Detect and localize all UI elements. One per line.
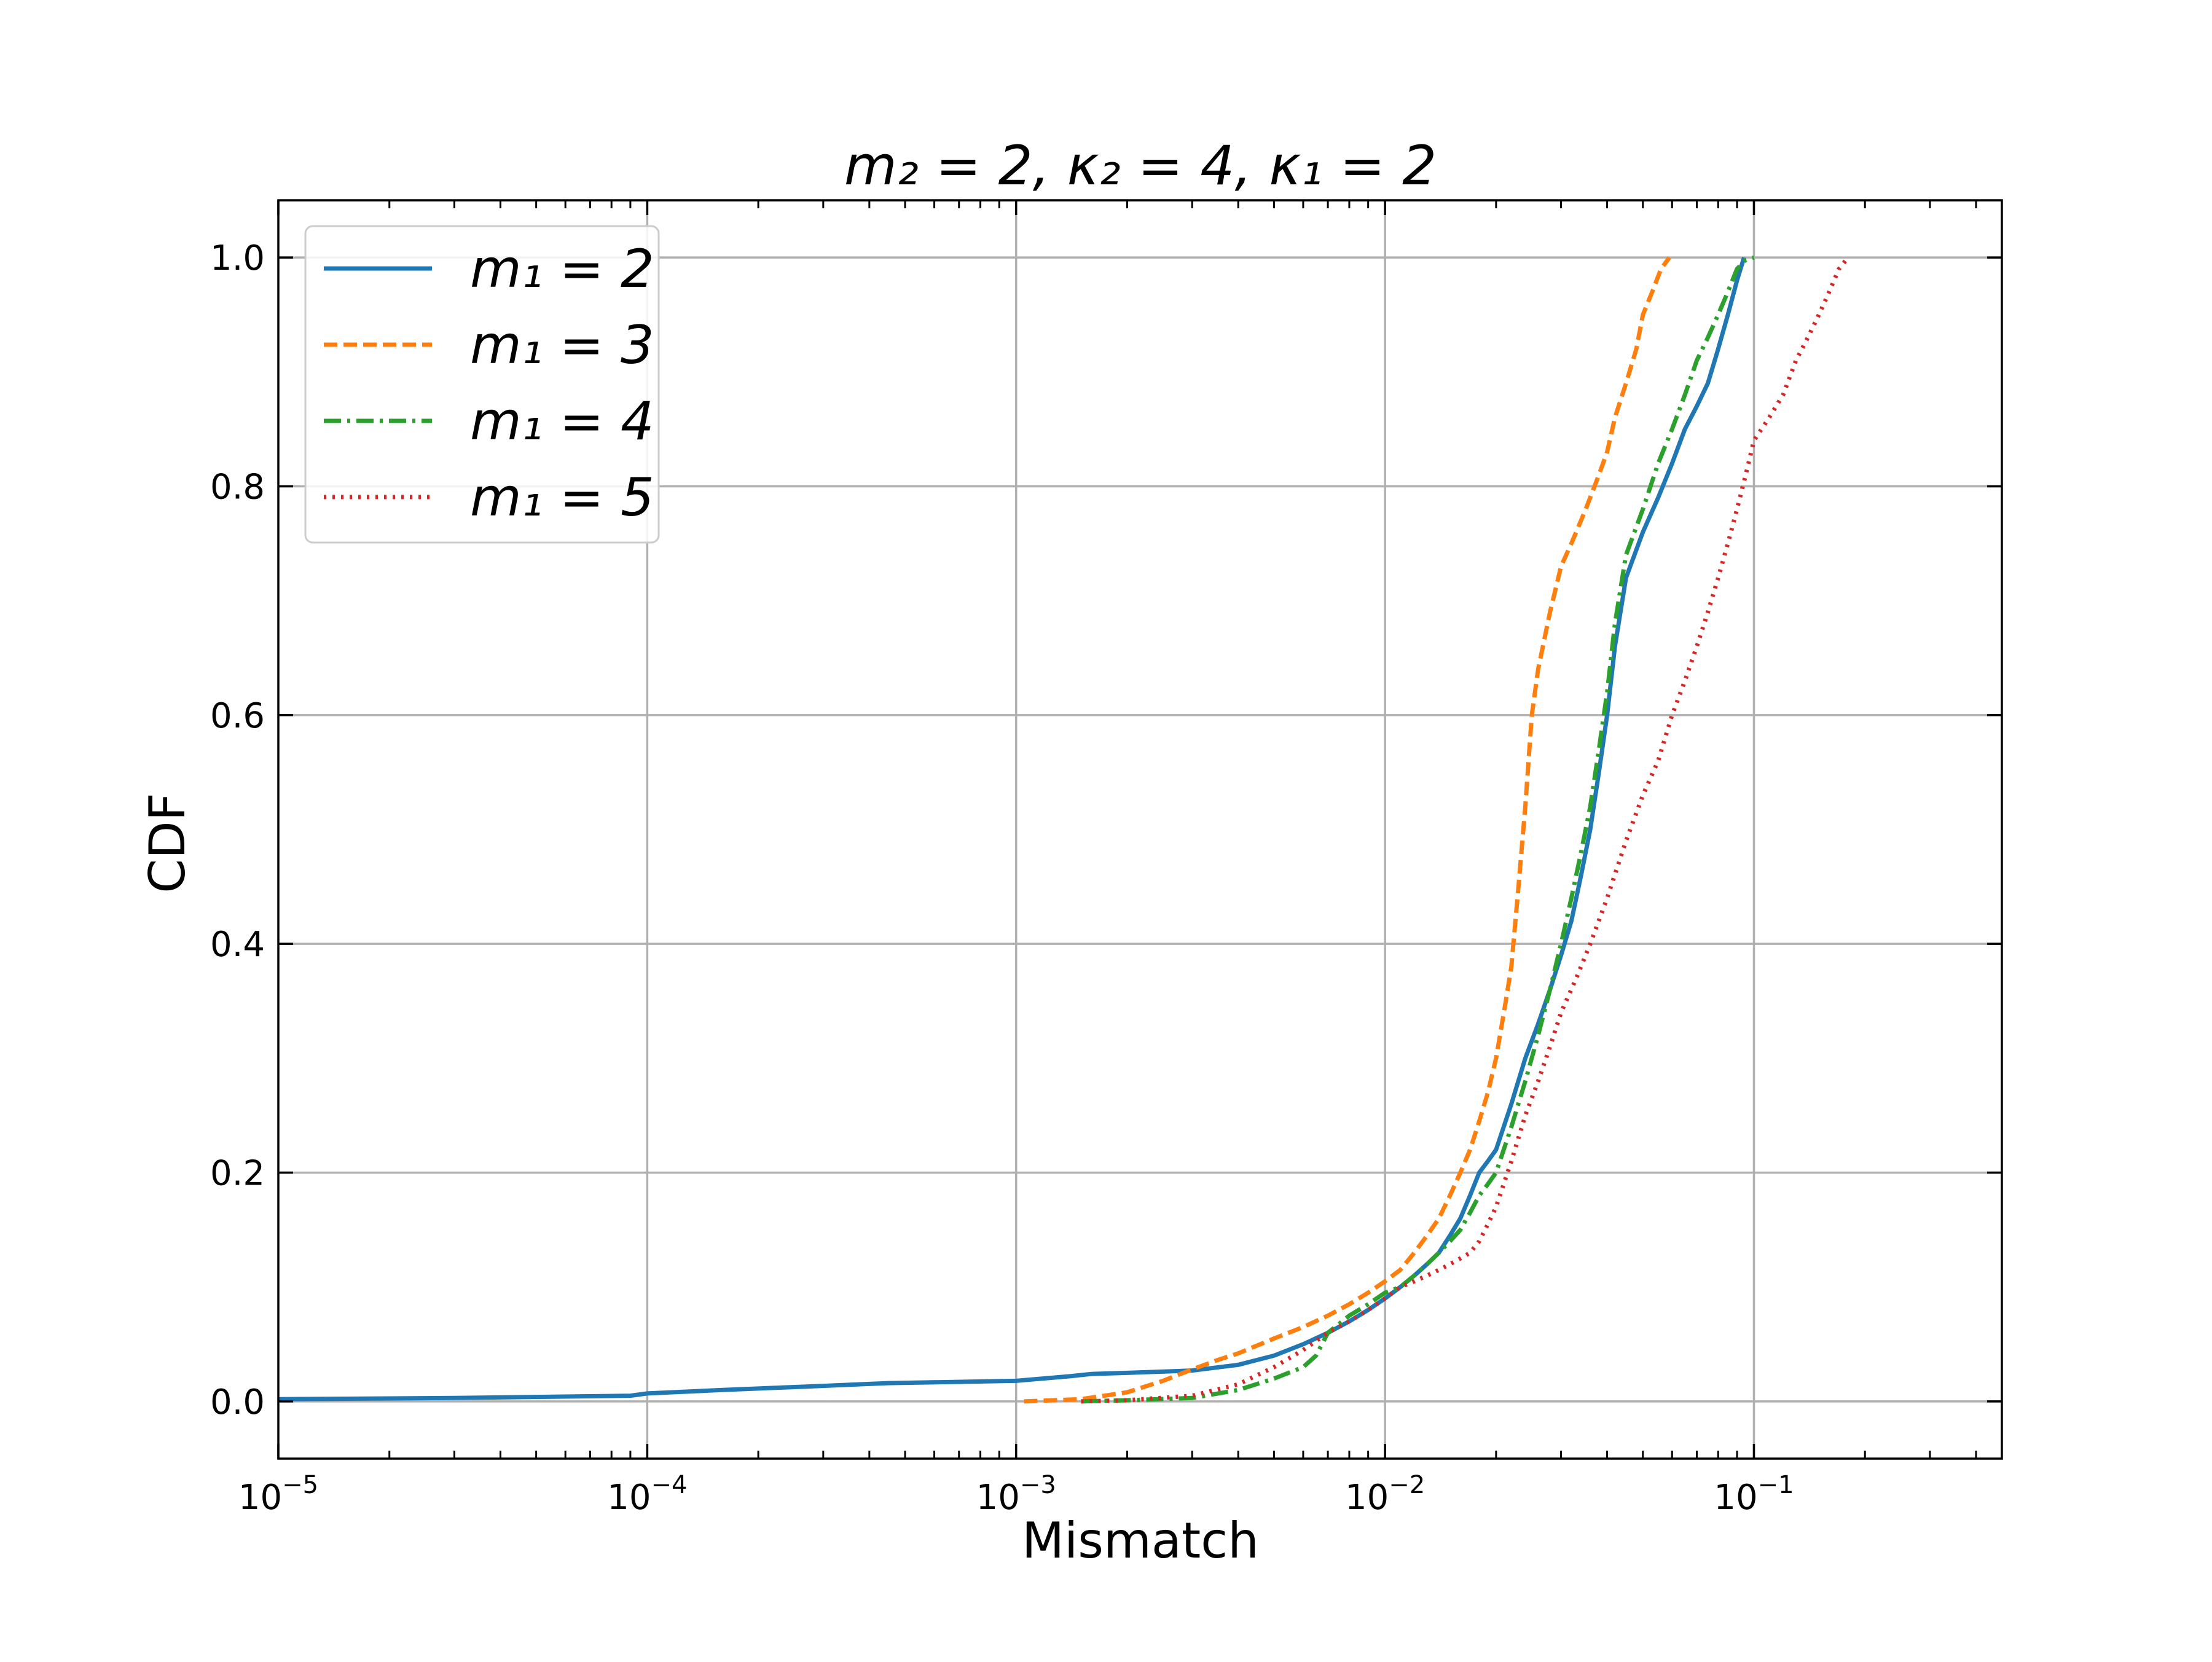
- legend-label-3: m₁ = 4: [470, 391, 654, 452]
- y-tick-label: 0.4: [210, 925, 265, 965]
- y-tick-label: 0.8: [210, 467, 265, 507]
- x-tick-label: 10−1: [1714, 1471, 1794, 1518]
- series-line-2: [1024, 256, 1671, 1404]
- chart-title: m₂ = 2, κ₂ = 4, κ₁ = 2: [844, 134, 1437, 197]
- x-tick-label: 10−5: [238, 1471, 318, 1518]
- y-tick-label: 1.0: [210, 238, 265, 278]
- x-axis-title: Mismatch: [1022, 1512, 1259, 1569]
- axes: [277, 199, 2003, 1460]
- legend-box: [304, 225, 660, 544]
- legend-label-1: m₁ = 2: [470, 238, 654, 300]
- legend: m₁ = 2 m₁ = 3 m₁ = 4 m₁ = 5: [304, 225, 660, 544]
- y-axis-title: CDF: [139, 793, 196, 893]
- tick-labels: 10−5 10−4 10−3 10−2 10−1 0.0 0.2 0.4 0.6 0.8 1.0: [210, 238, 1794, 1518]
- y-tick-label: 0.6: [210, 696, 265, 736]
- series-line-1: [278, 257, 1746, 1401]
- legend-label-2: m₁ = 3: [470, 315, 654, 376]
- y-tick-label: 0.2: [210, 1154, 265, 1194]
- x-tick-label: 10−4: [607, 1471, 687, 1518]
- y-tick-label: 0.0: [210, 1382, 265, 1422]
- legend-label-4: m₁ = 5: [470, 467, 654, 528]
- series-layer: [278, 255, 1850, 1404]
- x-tick-label: 10−3: [976, 1471, 1056, 1518]
- plot-frame: [277, 199, 2003, 1460]
- x-tick-label: 10−2: [1345, 1471, 1425, 1518]
